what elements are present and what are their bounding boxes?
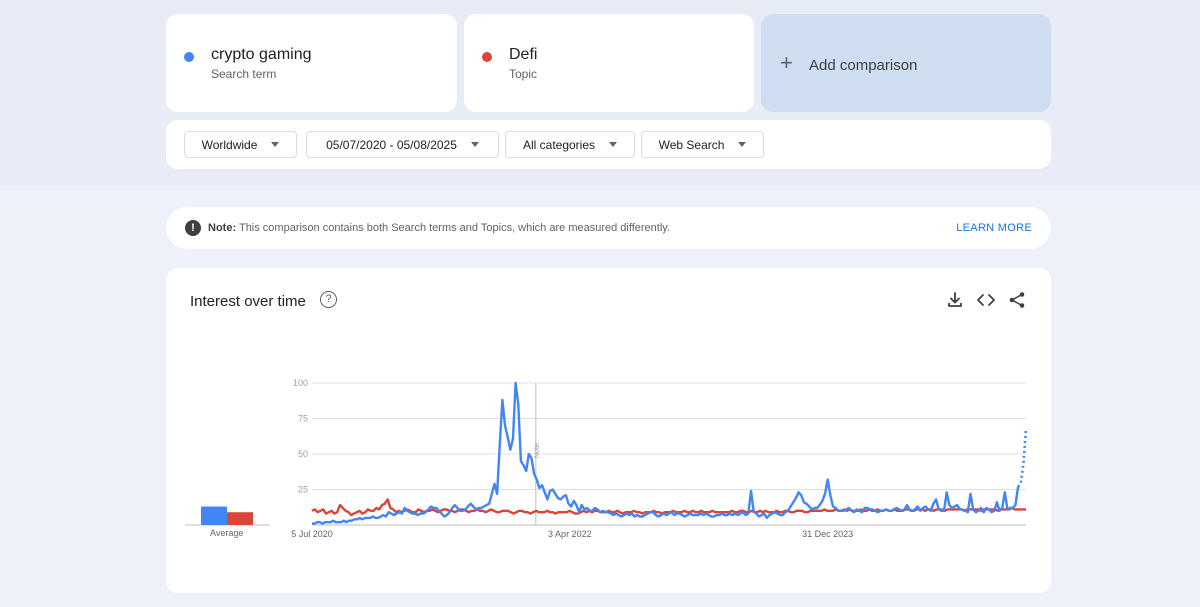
average-label: Average <box>210 528 244 538</box>
y-tick-label: 50 <box>298 449 308 459</box>
term-name[interactable]: Defi <box>509 46 538 63</box>
property-dropdown[interactable]: Web Search <box>641 131 764 158</box>
term-card-defi[interactable]: Defi Topic <box>464 14 754 112</box>
filter-bar: Worldwide 05/07/2020 - 05/08/2025 All ca… <box>166 120 1051 169</box>
term-type: Search term <box>211 67 277 81</box>
add-comparison-label: Add comparison <box>809 57 918 74</box>
average-bar-defi <box>227 512 253 525</box>
x-tick-label: 3 Apr 2022 <box>548 529 592 539</box>
note-marker-label: Note <box>534 443 541 458</box>
partial-data-line <box>1017 428 1028 488</box>
plus-icon: + <box>780 50 793 75</box>
exclamation-icon: ! <box>185 220 201 236</box>
property-value: Web Search <box>658 137 725 152</box>
x-tick-label: 31 Dec 2023 <box>802 529 853 539</box>
chevron-down-icon <box>738 142 747 147</box>
date-range-value: 05/07/2020 - 05/08/2025 <box>326 137 457 152</box>
embed-code-icon[interactable] <box>976 290 996 310</box>
series-color-dot <box>482 52 492 62</box>
x-tick-labels: 5 Jul 2020 3 Apr 2022 31 Dec 2023 <box>291 529 853 539</box>
term-card-crypto-gaming[interactable]: crypto gaming Search term <box>166 14 457 112</box>
chevron-down-icon <box>470 142 479 147</box>
chevron-down-icon <box>271 142 280 147</box>
series-lines <box>311 381 1028 525</box>
chart-grid: 100 75 50 25 Note <box>293 378 1026 526</box>
date-range-dropdown[interactable]: 05/07/2020 - 05/08/2025 <box>306 131 499 158</box>
term-name[interactable]: crypto gaming <box>211 46 312 63</box>
note-banner: ! Note: This comparison contains both Se… <box>166 207 1051 249</box>
note-body: This comparison contains both Search ter… <box>238 222 671 234</box>
region-value: Worldwide <box>201 137 258 152</box>
y-tick-label: 75 <box>298 414 308 424</box>
average-bar-crypto-gaming <box>201 506 227 525</box>
category-dropdown[interactable]: All categories <box>505 131 635 158</box>
panel-title: Interest over time <box>190 293 306 310</box>
series-line-defi <box>311 498 1026 517</box>
series-line-crypto-gaming <box>312 381 1020 525</box>
interest-over-time-panel: Interest over time ? 100 75 50 25 Note 5 Jul… <box>166 268 1051 593</box>
help-icon[interactable]: ? <box>320 291 337 308</box>
y-tick-label: 100 <box>293 378 308 388</box>
download-icon[interactable] <box>945 290 965 310</box>
category-value: All categories <box>522 137 596 152</box>
share-icon[interactable] <box>1007 290 1027 310</box>
series-color-dot <box>184 52 194 62</box>
average-bars <box>185 506 270 526</box>
note-text: Note: This comparison contains both Sear… <box>208 222 670 234</box>
learn-more-link[interactable]: LEARN MORE <box>956 222 1032 234</box>
x-tick-label: 5 Jul 2020 <box>291 529 333 539</box>
chevron-down-icon <box>609 142 618 147</box>
region-dropdown[interactable]: Worldwide <box>184 131 297 158</box>
term-type: Topic <box>509 67 538 81</box>
trend-chart: 100 75 50 25 Note 5 Jul 2020 3 Apr 2022 31 Dec… <box>185 378 1028 539</box>
add-comparison-button[interactable]: + Add comparison <box>761 14 1051 112</box>
note-prefix: Note: <box>208 222 237 234</box>
y-tick-label: 25 <box>298 485 308 495</box>
